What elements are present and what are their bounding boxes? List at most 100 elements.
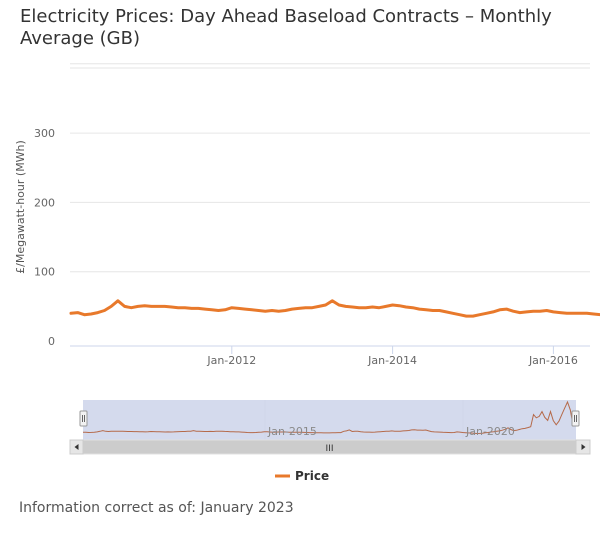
data-point[interactable] [350, 305, 354, 309]
data-point[interactable] [210, 308, 214, 312]
x-tick-label-2016: Jan-2016 [528, 354, 578, 367]
data-point[interactable] [76, 311, 80, 315]
data-point[interactable] [431, 309, 435, 313]
info-footer: Information correct as of: January 2023 [19, 500, 294, 516]
data-point[interactable] [531, 309, 535, 313]
scroll-right-arrow-icon [581, 444, 586, 450]
data-point[interactable] [511, 309, 515, 313]
data-point[interactable] [364, 306, 368, 310]
navigator-tick-label-2020: Jan-2020 [465, 425, 515, 438]
data-point[interactable] [270, 309, 274, 313]
data-point[interactable] [391, 303, 395, 307]
data-point[interactable] [397, 304, 401, 308]
data-point[interactable] [545, 309, 549, 313]
data-point[interactable] [297, 306, 301, 310]
data-point[interactable] [444, 310, 448, 314]
data-point[interactable] [230, 306, 234, 310]
data-point[interactable] [156, 304, 160, 308]
data-point[interactable] [438, 309, 442, 313]
data-point[interactable] [330, 299, 334, 303]
data-point[interactable] [223, 308, 227, 312]
data-point[interactable] [123, 304, 127, 308]
data-point[interactable] [377, 306, 381, 310]
data-point[interactable] [464, 314, 468, 318]
data-point[interactable] [458, 313, 462, 317]
data-point[interactable] [176, 306, 180, 310]
data-point[interactable] [216, 309, 220, 313]
data-point[interactable] [505, 307, 509, 311]
navigator-right-handle[interactable] [571, 410, 580, 427]
data-point[interactable] [149, 304, 153, 308]
data-point[interactable] [551, 310, 555, 314]
data-point[interactable] [136, 304, 140, 308]
data-point[interactable] [337, 303, 341, 307]
series-line-price[interactable] [69, 88, 600, 322]
data-point[interactable] [384, 304, 388, 308]
y-tick-label-0: 0 [48, 335, 55, 348]
data-point[interactable] [417, 307, 421, 311]
data-point[interactable] [411, 306, 415, 310]
scrollbar[interactable]: III [69, 439, 591, 455]
navigator-tick-label-2015: Jan-2015 [267, 425, 317, 438]
data-point[interactable] [578, 311, 582, 315]
data-point[interactable] [317, 304, 321, 308]
data-point[interactable] [538, 309, 542, 313]
data-point[interactable] [310, 306, 314, 310]
data-point[interactable] [203, 307, 207, 311]
data-point[interactable] [290, 307, 294, 311]
data-point[interactable] [424, 308, 428, 312]
data-point[interactable] [257, 309, 261, 313]
data-point[interactable] [471, 314, 475, 318]
data-point[interactable] [585, 311, 589, 315]
data-point[interactable] [163, 304, 167, 308]
data-point[interactable] [565, 311, 569, 315]
navigator-series-line [82, 400, 577, 435]
data-point[interactable] [324, 303, 328, 307]
data-point[interactable] [572, 311, 576, 315]
data-point[interactable] [484, 311, 488, 315]
x-tick-marks [231, 346, 554, 354]
x-tick-label-2012: Jan-2012 [206, 354, 256, 367]
legend[interactable]: Price [275, 469, 329, 483]
data-point[interactable] [277, 309, 281, 313]
data-point[interactable] [129, 306, 133, 310]
data-point[interactable] [82, 313, 86, 317]
data-point[interactable] [263, 309, 267, 313]
data-point[interactable] [89, 312, 93, 316]
data-point[interactable] [478, 313, 482, 317]
data-point[interactable] [344, 304, 348, 308]
data-point[interactable] [237, 306, 241, 310]
data-point[interactable] [170, 305, 174, 309]
data-point[interactable] [491, 310, 495, 314]
data-point[interactable] [196, 306, 200, 310]
data-point[interactable] [250, 308, 254, 312]
data-point[interactable] [357, 306, 361, 310]
scrollbar-grip-icon: III [326, 444, 334, 454]
data-point[interactable] [103, 309, 107, 313]
data-point[interactable] [451, 311, 455, 315]
data-point[interactable] [116, 299, 120, 303]
data-point[interactable] [304, 306, 308, 310]
data-point[interactable] [243, 307, 247, 311]
data-point[interactable] [109, 304, 113, 308]
data-point[interactable] [283, 309, 287, 313]
navigator-left-handle[interactable] [79, 410, 88, 427]
y-tick-label-300: 300 [34, 127, 55, 140]
data-point[interactable] [96, 311, 100, 315]
data-point[interactable] [69, 311, 73, 315]
y-tick-label-100: 100 [34, 266, 55, 279]
data-point[interactable] [558, 311, 562, 315]
data-point[interactable] [518, 311, 522, 315]
data-point[interactable] [143, 304, 147, 308]
scrollbar-thumb[interactable] [83, 440, 576, 454]
data-point[interactable] [498, 308, 502, 312]
data-point[interactable] [371, 305, 375, 309]
data-point[interactable] [183, 306, 187, 310]
data-point[interactable] [404, 305, 408, 309]
data-point[interactable] [592, 312, 596, 316]
legend-label-price[interactable]: Price [295, 469, 329, 483]
data-point[interactable] [190, 306, 194, 310]
data-point[interactable] [525, 310, 529, 314]
scroll-left-arrow-icon [74, 444, 79, 450]
